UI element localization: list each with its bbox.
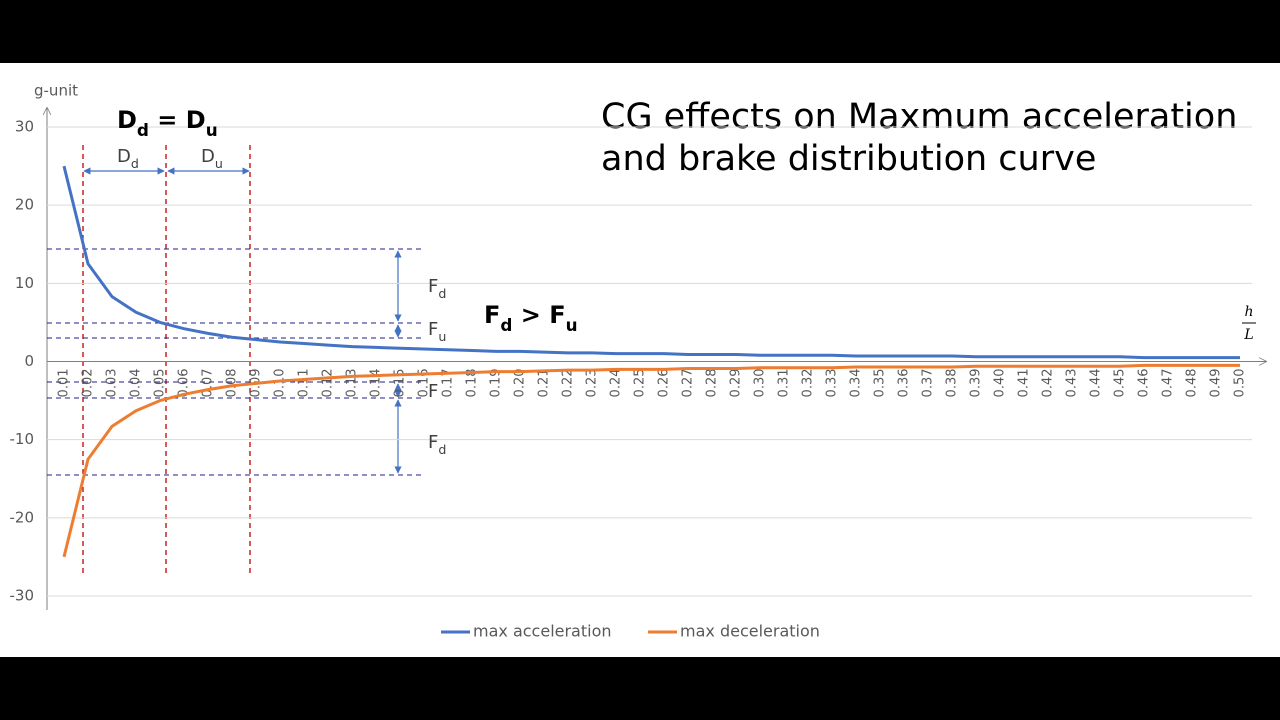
annotation-text: = bbox=[149, 106, 186, 134]
y-tick-label: 30 bbox=[15, 118, 34, 136]
data-line bbox=[62, 165, 1240, 360]
x-tick-label: 0.41 bbox=[1017, 369, 1032, 398]
x-tick-label: 0.39 bbox=[969, 369, 984, 398]
annotation: Dd = Du bbox=[117, 106, 218, 140]
annotation: Du bbox=[201, 146, 223, 171]
x-tick-label: 0.12 bbox=[321, 369, 336, 398]
annotation-text: > bbox=[512, 301, 549, 329]
annotation: Fu bbox=[428, 319, 446, 344]
x-tick-label: 0.33 bbox=[825, 369, 840, 398]
x-tick-label: 0.30 bbox=[753, 369, 768, 398]
level-lines bbox=[47, 248, 425, 476]
x-tick-label: 0.19 bbox=[489, 369, 504, 398]
x-tick-label: 0.25 bbox=[633, 369, 648, 398]
x-tick-label: 0.16 bbox=[417, 369, 432, 398]
x-tick-label: 0.28 bbox=[705, 369, 720, 398]
x-tick-label: 0.01 bbox=[57, 369, 72, 398]
x-tick-label: 0.14 bbox=[369, 369, 384, 398]
x-tick-label: 0.11 bbox=[297, 369, 312, 398]
x-tick-label: 0.20 bbox=[513, 369, 528, 398]
x-tick-label: 0.21 bbox=[537, 369, 552, 398]
x-tick-label: 0.26 bbox=[657, 369, 672, 398]
chart-title: and brake distribution curve bbox=[601, 139, 1096, 179]
y-tick-label: -20 bbox=[10, 508, 35, 526]
annotation: F bbox=[428, 381, 438, 402]
x-tick-label: 0.49 bbox=[1209, 369, 1224, 398]
annotation: Fd > Fu bbox=[484, 301, 578, 335]
annotation-subscript: d bbox=[500, 315, 512, 335]
annotation: Dd bbox=[117, 146, 139, 171]
x-tick-label: 0.13 bbox=[345, 369, 360, 398]
x-axis-label: h bbox=[1244, 304, 1253, 320]
x-axis-label: L bbox=[1243, 327, 1253, 343]
annotation-text: F bbox=[428, 319, 438, 340]
x-tick-label: 0.03 bbox=[105, 369, 120, 398]
annotation-subscript: u bbox=[206, 120, 218, 140]
annotation-subscript: d bbox=[137, 120, 149, 140]
annotation-subscript: d bbox=[131, 156, 139, 171]
annotation: Fd bbox=[428, 432, 446, 457]
annotation-text: F bbox=[428, 381, 438, 402]
annotation-subscript: d bbox=[438, 442, 446, 457]
annotation-text: F bbox=[428, 276, 438, 297]
x-tick-label: 0.06 bbox=[177, 369, 192, 398]
x-tick-label: 0.36 bbox=[897, 369, 912, 398]
x-tick-label: 0.24 bbox=[609, 369, 624, 398]
x-tick-label: 0.07 bbox=[201, 369, 216, 398]
x-tick-label: 0.40 bbox=[993, 369, 1008, 398]
annotation-text: F bbox=[549, 301, 565, 329]
annotation-subscript: d bbox=[438, 286, 446, 301]
x-tick-label: 0.05 bbox=[153, 369, 168, 398]
x-tick-label: 0.18 bbox=[465, 369, 480, 398]
annotation-text: F bbox=[428, 432, 438, 453]
chart-title: CG effects on Maxmum acceleration bbox=[601, 97, 1237, 137]
x-tick-label: 0.35 bbox=[873, 369, 888, 398]
annotation-subscript: u bbox=[438, 329, 446, 344]
x-tick-label: 0.29 bbox=[729, 369, 744, 398]
x-tick-label: 0.23 bbox=[585, 369, 600, 398]
x-tick-label: 0.44 bbox=[1089, 369, 1104, 398]
x-tick-label: 0.47 bbox=[1161, 369, 1176, 398]
x-tick-label: 0.31 bbox=[777, 369, 792, 398]
x-tick-label: 0.42 bbox=[1041, 369, 1056, 398]
x-tick-label: 0.22 bbox=[561, 369, 576, 398]
data-line bbox=[62, 363, 1240, 558]
x-tick-label: 0.38 bbox=[945, 369, 960, 398]
dimension-arrows bbox=[83, 167, 402, 474]
y-tick-label: 10 bbox=[15, 274, 34, 292]
legend-label: max acceleration bbox=[473, 622, 612, 641]
x-tick-label: 0.37 bbox=[921, 369, 936, 398]
x-tick-label: 0.17 bbox=[441, 369, 456, 398]
x-tick-label: 0.02 bbox=[81, 369, 96, 398]
annotation-subscript: u bbox=[215, 156, 223, 171]
y-tick-label: -30 bbox=[10, 587, 35, 605]
annotation-text: F bbox=[484, 301, 500, 329]
plot-background bbox=[0, 63, 1280, 657]
x-tick-label: 0.15 bbox=[393, 369, 408, 398]
annotation-subscript: u bbox=[566, 315, 578, 335]
annotation-text: D bbox=[186, 106, 206, 134]
y-tick-label: -10 bbox=[10, 430, 35, 448]
y-tick-label: 0 bbox=[24, 352, 34, 370]
x-tick-label: 0.48 bbox=[1185, 369, 1200, 398]
x-tick-label: 0.43 bbox=[1065, 369, 1080, 398]
x-tick-label: 0.32 bbox=[801, 369, 816, 398]
y-axis-label: g-unit bbox=[34, 82, 78, 100]
x-tick-label: 0.08 bbox=[225, 369, 240, 398]
annotation-text: D bbox=[117, 146, 131, 167]
y-tick-label: 20 bbox=[15, 196, 34, 214]
x-tick-label: 0.50 bbox=[1233, 369, 1248, 398]
annotation-text: D bbox=[201, 146, 215, 167]
x-tick-label: 0.27 bbox=[681, 369, 696, 398]
x-tick-label: 0.34 bbox=[849, 369, 864, 398]
x-tick-label: 0.46 bbox=[1137, 369, 1152, 398]
annotation-text: D bbox=[117, 106, 137, 134]
x-tick-label: 0.45 bbox=[1113, 369, 1128, 398]
legend-label: max deceleration bbox=[680, 622, 820, 641]
x-tick-label: 0.04 bbox=[129, 369, 144, 398]
annotation: Fd bbox=[428, 276, 446, 301]
x-tick-label: 0.10 bbox=[273, 369, 288, 398]
